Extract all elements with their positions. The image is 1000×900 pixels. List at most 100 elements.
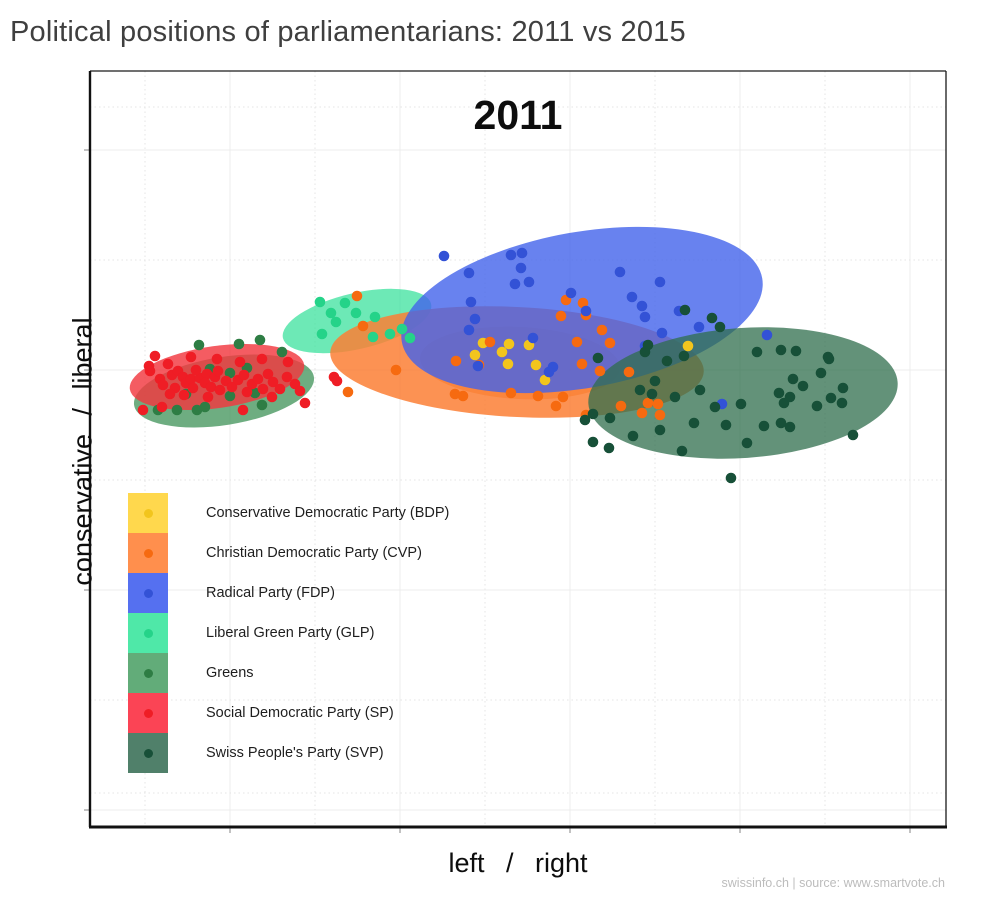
data-point-sp (238, 369, 250, 381)
data-point-sp (185, 351, 197, 363)
data-point-bdp (530, 359, 542, 371)
legend-label: Swiss People's Party (SVP) (206, 745, 384, 761)
data-point-sp (274, 383, 286, 395)
data-point-glp (369, 311, 381, 323)
data-point-svp (646, 388, 658, 400)
data-point-greens (249, 387, 261, 399)
data-point-bdp (502, 358, 514, 370)
data-point-cvp (555, 310, 567, 322)
data-point-cvp (457, 390, 469, 402)
legend-item-fdp: Radical Party (FDP) (128, 573, 449, 613)
data-point-glp (350, 307, 362, 319)
legend-dot-icon (143, 588, 153, 598)
data-point-svp (773, 387, 785, 399)
data-point-cvp (604, 337, 616, 349)
data-point-fdp (636, 300, 648, 312)
data-point-sp (256, 353, 268, 365)
data-point-cvp (550, 400, 562, 412)
data-point-glp (367, 331, 379, 343)
data-point-sp (202, 391, 214, 403)
data-point-svp (634, 384, 646, 396)
data-point-fdp (565, 287, 577, 299)
source-credit: swissinfo.ch | source: www.smartvote.ch (721, 876, 945, 890)
legend-swatch-glp (128, 613, 168, 653)
data-point-sp (331, 375, 343, 387)
data-point-sp (299, 397, 311, 409)
legend-swatch-cvp (128, 533, 168, 573)
data-point-fdp (516, 247, 528, 259)
data-point-greens (199, 401, 211, 413)
data-point-cvp (449, 388, 461, 400)
data-point-svp (709, 401, 721, 413)
data-point-fdp (580, 305, 592, 317)
data-point-svp (787, 373, 799, 385)
data-point-sp (257, 383, 269, 395)
data-point-greens (191, 404, 203, 416)
data-point-sp (144, 365, 156, 377)
data-point-cvp (642, 397, 654, 409)
data-point-svp (592, 352, 604, 364)
data-point-svp (790, 345, 802, 357)
data-point-greens (193, 339, 205, 351)
data-point-cvp (532, 390, 544, 402)
data-point-sp (226, 381, 238, 393)
data-point-svp (579, 414, 591, 426)
data-point-cvp (484, 336, 496, 348)
data-point-cvp (652, 398, 664, 410)
legend-dot-icon (143, 748, 153, 758)
data-point-svp (639, 346, 651, 358)
data-point-glp (330, 316, 342, 328)
data-point-glp (396, 323, 408, 335)
data-point-fdp (438, 250, 450, 262)
data-point-fdp (472, 360, 484, 372)
data-point-svp (604, 412, 616, 424)
data-point-cvp (357, 320, 369, 332)
data-point-svp (587, 436, 599, 448)
data-point-svp (823, 353, 835, 365)
data-point-cvp (596, 324, 608, 336)
data-point-cvp (390, 364, 402, 376)
data-point-fdp (523, 276, 535, 288)
page-title: Political positions of parliamentarians:… (10, 16, 686, 48)
legend-label: Christian Democratic Party (CVP) (206, 545, 422, 561)
legend-item-greens: Greens (128, 653, 449, 693)
data-point-fdp (465, 296, 477, 308)
data-point-svp (775, 344, 787, 356)
data-point-sp (157, 379, 169, 391)
legend-dot-icon (143, 628, 153, 638)
legend-swatch-greens (128, 653, 168, 693)
data-point-svp (720, 419, 732, 431)
legend-label: Conservative Democratic Party (BDP) (206, 505, 450, 521)
data-point-bdp (539, 374, 551, 386)
data-point-svp (654, 424, 666, 436)
data-point-fdp (463, 267, 475, 279)
data-point-sp (205, 381, 217, 393)
data-point-sp (282, 356, 294, 368)
data-point-svp (811, 400, 823, 412)
data-point-sp (149, 350, 161, 362)
data-point-sp (211, 353, 223, 365)
data-point-svp (775, 417, 787, 429)
data-point-cvp (450, 355, 462, 367)
data-point-cvp (571, 336, 583, 348)
data-point-cvp (623, 366, 635, 378)
x-axis-label: left / right (448, 848, 588, 878)
data-point-svp (836, 397, 848, 409)
data-point-svp (627, 430, 639, 442)
data-point-sp (190, 364, 202, 376)
data-point-svp (679, 304, 691, 316)
data-point-svp (694, 384, 706, 396)
data-point-svp (784, 421, 796, 433)
data-point-cvp (594, 365, 606, 377)
data-point-svp (706, 312, 718, 324)
data-point-greens (224, 390, 236, 402)
data-point-glp (384, 328, 396, 340)
data-point-fdp (639, 311, 651, 323)
data-point-svp (815, 367, 827, 379)
data-point-bdp (469, 349, 481, 361)
legend-item-svp: Swiss People's Party (SVP) (128, 733, 449, 773)
data-point-svp (735, 398, 747, 410)
data-point-svp (725, 472, 737, 484)
legend-dot-icon (143, 668, 153, 678)
